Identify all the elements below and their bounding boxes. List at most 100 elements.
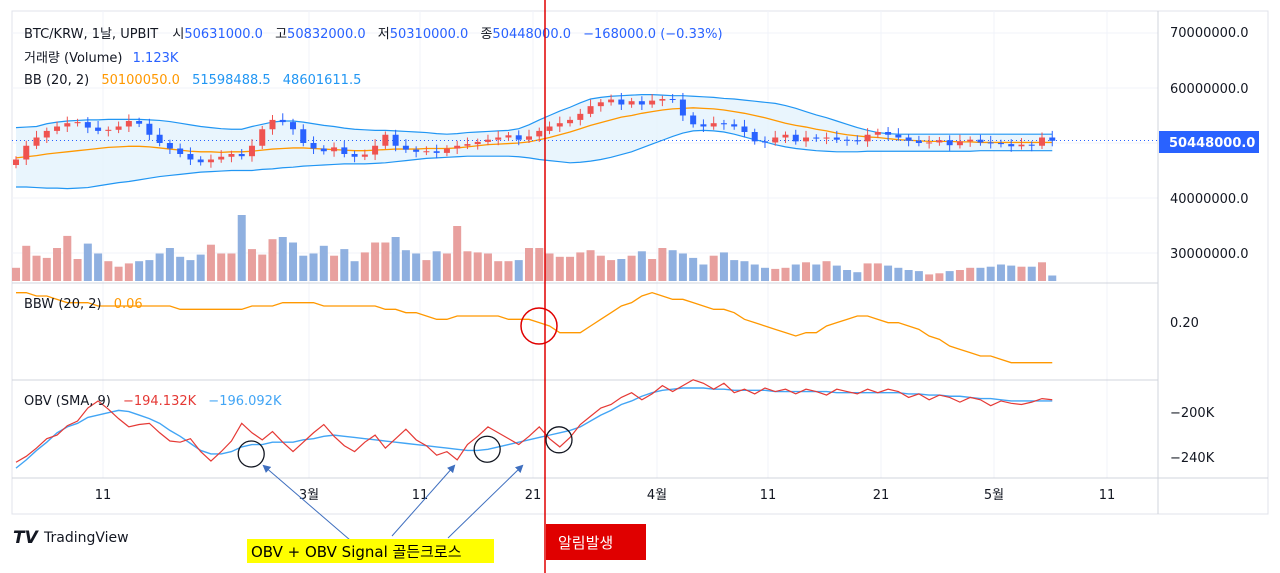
- bollinger-band-fill: [16, 94, 1053, 189]
- candle-body: [556, 123, 563, 127]
- candle-body: [84, 122, 91, 128]
- candle-body: [13, 159, 19, 165]
- obv-label: OBV (SMA, 9): [24, 394, 111, 409]
- candle: [146, 118, 153, 141]
- candle: [833, 130, 840, 143]
- candle: [1039, 132, 1045, 150]
- candle-body: [638, 101, 645, 105]
- time-axis: 11 3월 11 21 4월 11 21 5월 11: [95, 488, 1116, 503]
- candle: [382, 131, 389, 150]
- candle: [187, 147, 194, 165]
- candle-body: [731, 124, 738, 127]
- candle-body: [854, 140, 861, 142]
- alert-label: 알림발생: [558, 534, 613, 552]
- arrow-1: [262, 464, 351, 541]
- bb-fill-area: [16, 94, 1053, 189]
- time-tick: 5월: [984, 488, 1004, 503]
- volume-bar: [442, 253, 451, 281]
- volume-legend: 거래량 (Volume) 1.123K: [24, 51, 179, 66]
- alert-badge: [546, 524, 646, 560]
- candle: [823, 132, 830, 145]
- candle-body: [484, 139, 491, 142]
- volume-bar: [812, 264, 821, 281]
- volume-bar: [678, 253, 687, 281]
- volume-bar: [925, 274, 934, 281]
- price-legend: BTC/KRW, 1날, UPBIT 시50631000.0 고50832000…: [24, 27, 723, 42]
- candle: [926, 135, 933, 149]
- volume-bar: [247, 249, 256, 281]
- candle-body: [700, 124, 707, 127]
- candle: [679, 92, 686, 121]
- volume-bar: [83, 243, 92, 281]
- candle: [792, 129, 799, 145]
- volume-bar: [412, 253, 421, 281]
- time-tick: 11: [760, 488, 777, 503]
- volume-bar: [227, 253, 236, 281]
- volume-bar: [822, 261, 831, 281]
- volume-bar: [1027, 266, 1036, 281]
- candle: [710, 116, 717, 130]
- candle-body: [772, 137, 779, 143]
- obv-tick: −240K: [1170, 451, 1215, 466]
- volume-bar: [689, 257, 698, 281]
- candle-body: [567, 119, 574, 124]
- candle: [84, 117, 91, 134]
- candle-body: [351, 154, 358, 157]
- candle: [433, 144, 440, 159]
- candle-body: [823, 137, 830, 139]
- volume-bar: [976, 267, 985, 281]
- candle: [64, 116, 71, 132]
- candle-body: [115, 126, 122, 130]
- volume-bar: [196, 254, 205, 281]
- volume-bar: [535, 248, 544, 281]
- volume-bar: [627, 255, 636, 281]
- candle: [166, 139, 173, 154]
- candle: [556, 116, 563, 132]
- candle-body: [710, 123, 717, 127]
- candle-body: [310, 143, 317, 149]
- candle: [946, 135, 953, 151]
- volume-bar: [165, 248, 174, 281]
- arrow-3: [447, 464, 524, 539]
- time-tick: 21: [873, 488, 890, 503]
- volume-bar: [740, 261, 749, 281]
- golden-cross-circles: [237, 426, 573, 468]
- candle-body: [341, 147, 348, 154]
- volume-bar: [309, 253, 318, 281]
- bb-legend: BB (20, 2) 50100050.0 51598488.5 4860161…: [24, 73, 361, 88]
- candle: [341, 140, 348, 158]
- candle-body: [679, 99, 686, 116]
- candle-body: [218, 156, 225, 160]
- volume-bar: [781, 267, 790, 281]
- candle: [987, 135, 994, 149]
- volume-bar: [986, 266, 995, 281]
- candle-body: [649, 100, 656, 105]
- golden-cross-circle: [545, 426, 573, 454]
- bb-lower-line: [16, 129, 1053, 190]
- candle-body: [177, 148, 184, 154]
- volume-bar: [42, 257, 51, 281]
- candle: [218, 150, 225, 163]
- candle-body: [125, 121, 132, 127]
- candle: [649, 94, 656, 108]
- candle: [136, 117, 143, 128]
- candle-body: [361, 154, 368, 157]
- obv-line: [15, 379, 1053, 463]
- candle: [700, 119, 707, 132]
- candle: [854, 135, 861, 145]
- candle-body: [608, 99, 615, 103]
- volume-bar: [996, 264, 1005, 281]
- candle-body: [54, 126, 61, 131]
- volume-bar: [268, 239, 277, 281]
- candle: [505, 132, 512, 141]
- candle: [690, 112, 697, 128]
- candle: [423, 146, 430, 156]
- candle-body: [423, 151, 430, 153]
- grid-lines: [12, 11, 1158, 478]
- candle: [454, 140, 461, 154]
- candle: [874, 128, 881, 139]
- candle: [115, 121, 122, 134]
- low-label: 저: [378, 27, 390, 42]
- volume-bar: [94, 253, 103, 281]
- volume-label: 거래량 (Volume): [24, 51, 123, 66]
